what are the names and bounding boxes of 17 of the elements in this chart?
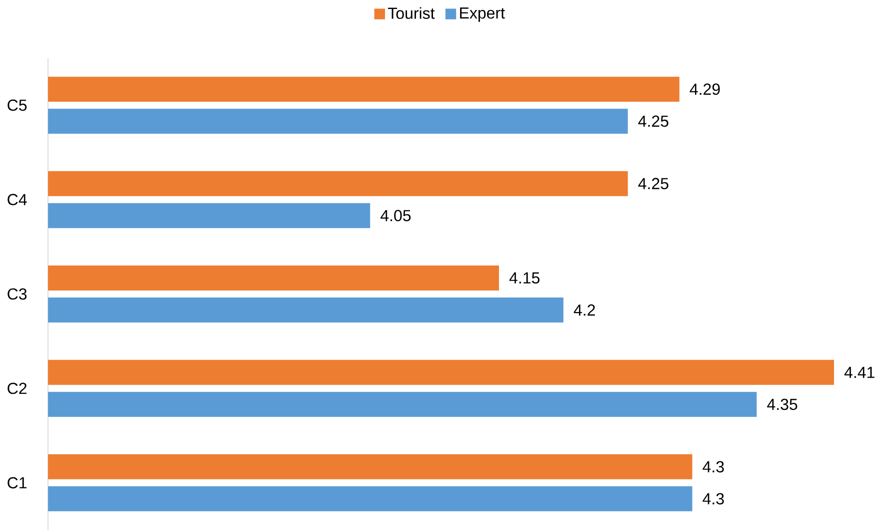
data-label: 4.3 bbox=[702, 493, 724, 504]
data-label: 4.29 bbox=[690, 84, 720, 95]
y-tick-label: C1 bbox=[8, 477, 27, 488]
data-label: 4.15 bbox=[509, 272, 540, 284]
y-tick-label: C3 bbox=[8, 288, 27, 300]
data-label: 4.35 bbox=[767, 398, 798, 410]
y-tick-label: C2 bbox=[8, 382, 26, 394]
y-tick-label: C5 bbox=[8, 100, 27, 111]
data-label: 4.05 bbox=[380, 210, 411, 222]
data-label: 4.25 bbox=[638, 178, 668, 190]
legend-label: Tourist bbox=[388, 7, 435, 19]
y-tick-label: C4 bbox=[8, 194, 27, 206]
legend-label: Expert bbox=[460, 7, 505, 22]
data-label: 4.2 bbox=[574, 304, 595, 316]
data-label: 4.25 bbox=[638, 116, 668, 127]
data-label: 4.3 bbox=[702, 461, 724, 472]
data-label: 4.41 bbox=[844, 366, 874, 378]
